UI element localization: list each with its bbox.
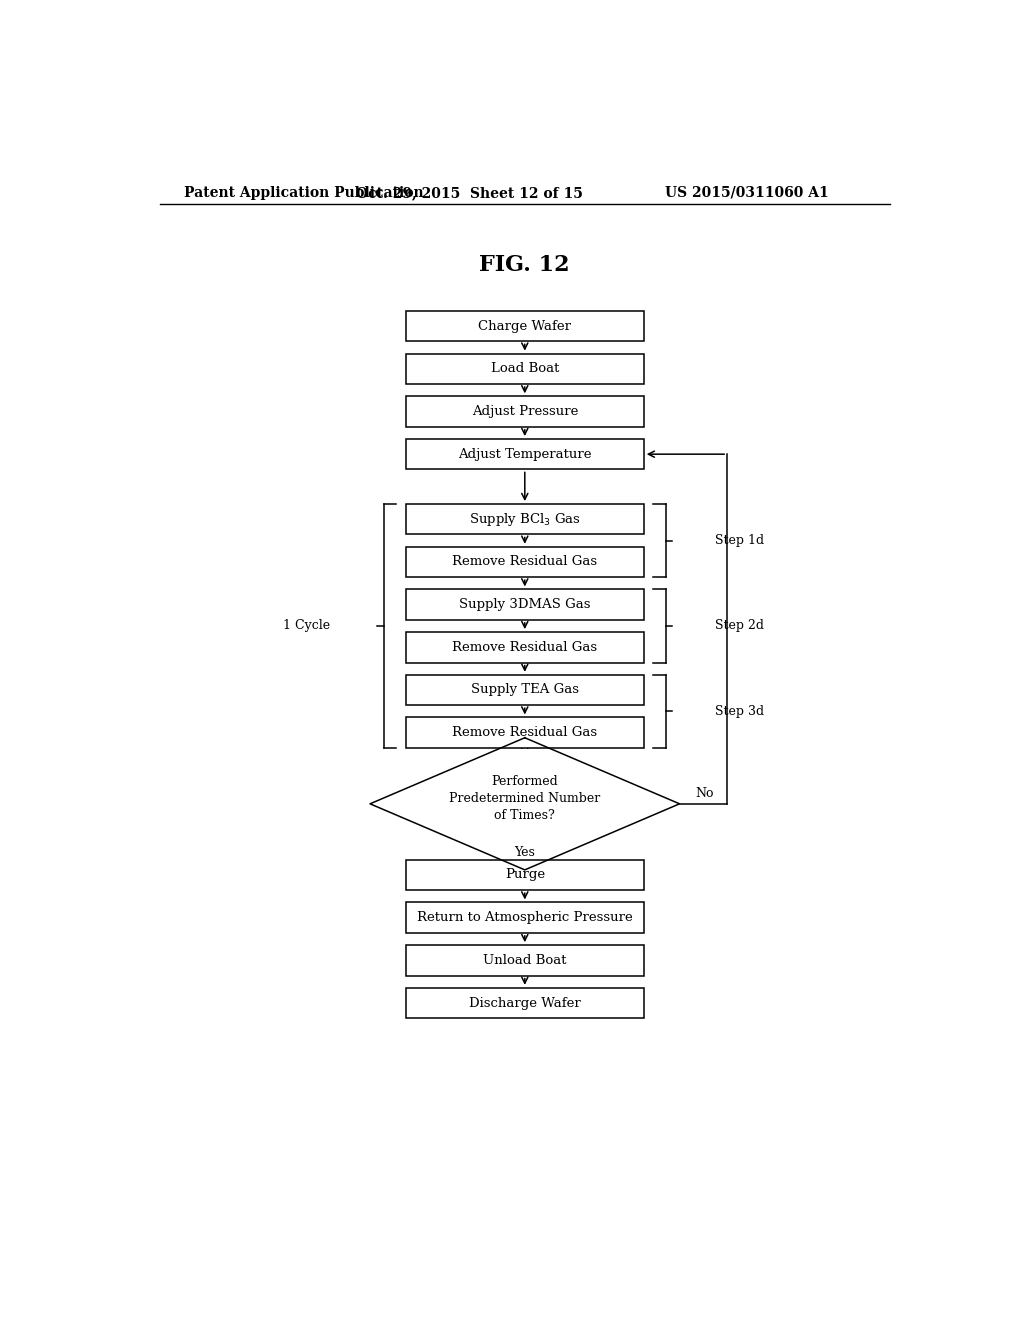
FancyBboxPatch shape	[406, 987, 644, 1018]
FancyBboxPatch shape	[406, 504, 644, 535]
Text: Supply 3DMAS Gas: Supply 3DMAS Gas	[459, 598, 591, 611]
Text: Performed
Predetermined Number
of Times?: Performed Predetermined Number of Times?	[450, 775, 600, 822]
Text: US 2015/0311060 A1: US 2015/0311060 A1	[666, 186, 828, 199]
FancyBboxPatch shape	[406, 945, 644, 975]
Text: Supply TEA Gas: Supply TEA Gas	[471, 684, 579, 697]
Text: FIG. 12: FIG. 12	[479, 255, 570, 276]
Text: Remove Residual Gas: Remove Residual Gas	[453, 556, 597, 569]
Text: Supply BCl$_3$ Gas: Supply BCl$_3$ Gas	[469, 511, 581, 528]
FancyBboxPatch shape	[406, 589, 644, 620]
Text: Charge Wafer: Charge Wafer	[478, 319, 571, 333]
Text: Remove Residual Gas: Remove Residual Gas	[453, 640, 597, 653]
Text: No: No	[695, 787, 714, 800]
FancyBboxPatch shape	[406, 354, 644, 384]
Text: Oct. 29, 2015  Sheet 12 of 15: Oct. 29, 2015 Sheet 12 of 15	[355, 186, 583, 199]
FancyBboxPatch shape	[406, 903, 644, 933]
Text: Return to Atmospheric Pressure: Return to Atmospheric Pressure	[417, 911, 633, 924]
FancyBboxPatch shape	[406, 632, 644, 663]
Text: 1 Cycle: 1 Cycle	[284, 619, 331, 632]
Text: Unload Boat: Unload Boat	[483, 954, 566, 966]
Text: Discharge Wafer: Discharge Wafer	[469, 997, 581, 1010]
FancyBboxPatch shape	[406, 440, 644, 470]
Text: Adjust Temperature: Adjust Temperature	[458, 447, 592, 461]
Text: Step 1d: Step 1d	[715, 535, 764, 546]
Text: Load Boat: Load Boat	[490, 362, 559, 375]
FancyBboxPatch shape	[406, 675, 644, 705]
Text: Yes: Yes	[514, 846, 536, 859]
FancyBboxPatch shape	[406, 546, 644, 577]
Text: Adjust Pressure: Adjust Pressure	[472, 405, 578, 418]
Text: Step 2d: Step 2d	[715, 619, 764, 632]
Text: Step 3d: Step 3d	[715, 705, 764, 718]
FancyBboxPatch shape	[406, 718, 644, 748]
Text: Purge: Purge	[505, 869, 545, 882]
Text: Remove Residual Gas: Remove Residual Gas	[453, 726, 597, 739]
FancyBboxPatch shape	[406, 312, 644, 342]
Text: Patent Application Publication: Patent Application Publication	[183, 186, 423, 199]
FancyBboxPatch shape	[406, 396, 644, 426]
FancyBboxPatch shape	[406, 859, 644, 890]
